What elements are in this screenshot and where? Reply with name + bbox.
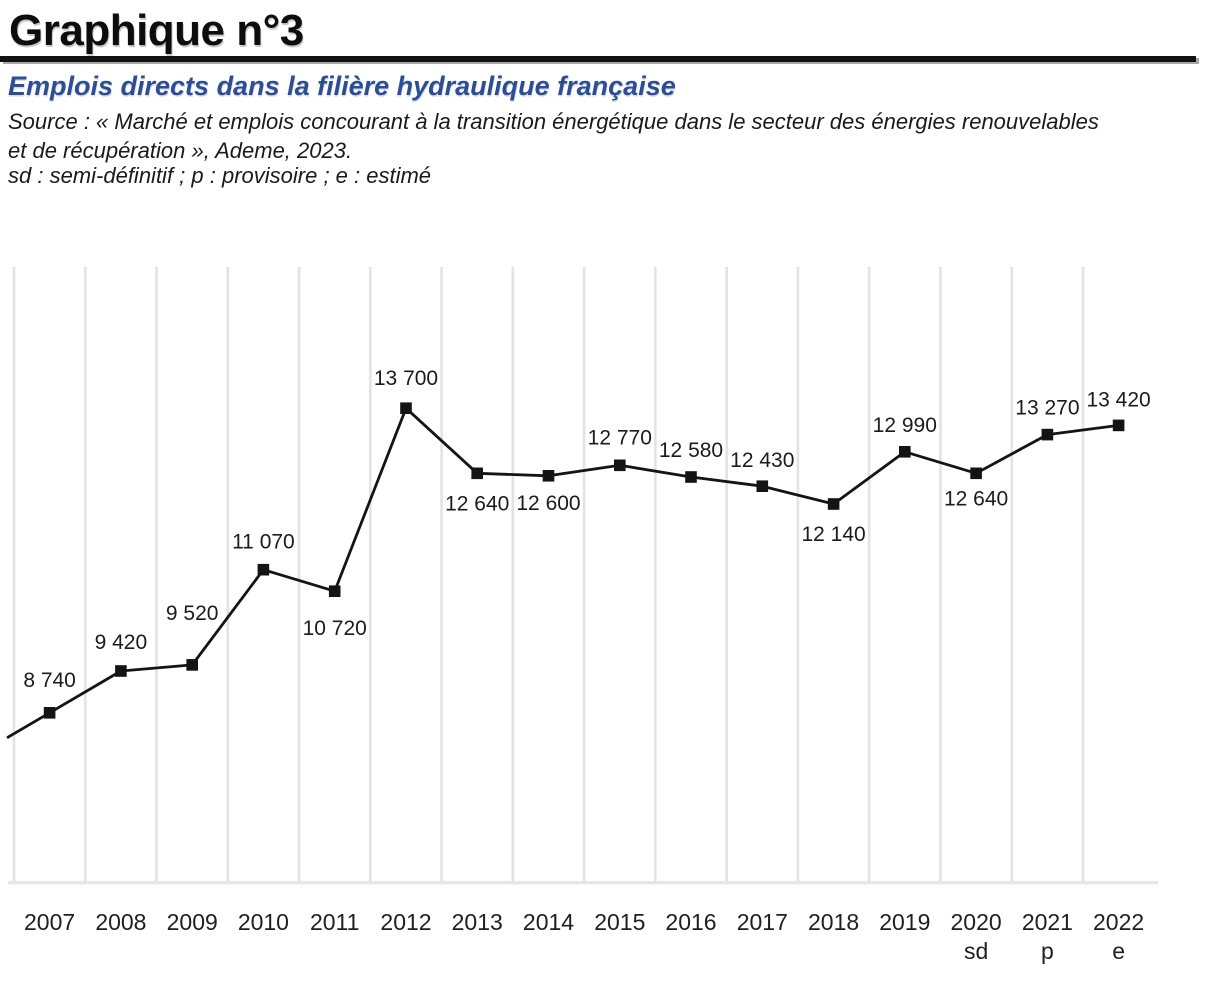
- value-label-2010: 11 070: [232, 531, 295, 554]
- data-point-2021: [1041, 428, 1054, 441]
- x-tick-2021: 2021: [1022, 909, 1073, 935]
- data-point-2015: [614, 459, 626, 472]
- value-label-2007: 8 740: [23, 669, 76, 692]
- x-tick-2009: 2009: [167, 909, 218, 935]
- title-underline: [0, 56, 1196, 62]
- value-label-2011: 10 720: [303, 617, 367, 640]
- x-tick-2010: 2010: [238, 909, 289, 935]
- data-point-2020: [970, 467, 982, 480]
- data-point-2019: [899, 446, 911, 458]
- data-point-2014: [542, 470, 555, 482]
- data-point-2010: [257, 563, 270, 576]
- value-label-2020: 12 640: [944, 487, 1008, 510]
- value-label-2013: 12 640: [445, 492, 509, 515]
- value-label-2009: 9 520: [166, 602, 219, 625]
- value-label-2016: 12 580: [659, 439, 723, 462]
- data-point-2012: [400, 402, 412, 414]
- x-tick-2017: 2017: [737, 909, 788, 935]
- data-point-2009: [186, 659, 198, 671]
- x-tick-2020: 2020: [951, 909, 1002, 935]
- page-title: Graphique n°3: [9, 6, 304, 55]
- series-line: [6, 406, 1120, 739]
- value-label-2019: 12 990: [873, 414, 937, 437]
- x-tick-suffix-2021: p: [1041, 938, 1054, 964]
- data-point-2011: [328, 585, 341, 597]
- x-tick-2008: 2008: [95, 909, 146, 935]
- x-tick-2022: 2022: [1093, 909, 1144, 935]
- data-point-2018: [827, 498, 840, 510]
- x-tick-2015: 2015: [594, 909, 645, 935]
- x-tick-2014: 2014: [523, 909, 574, 935]
- x-tick-2013: 2013: [452, 909, 503, 935]
- data-point-2007: [43, 707, 56, 719]
- x-tick-2007: 2007: [24, 909, 75, 935]
- value-label-2018: 12 140: [801, 523, 865, 546]
- x-tick-suffix-2020: sd: [964, 938, 988, 964]
- source-note-line1: Source : « Marché et emplois concourant …: [8, 109, 1099, 134]
- x-tick-2012: 2012: [380, 909, 431, 935]
- x-tick-suffix-2022: e: [1112, 938, 1125, 964]
- value-label-2017: 12 430: [730, 449, 794, 472]
- value-label-2008: 9 420: [95, 631, 148, 654]
- data-point-2017: [756, 480, 769, 492]
- value-label-2022: 13 420: [1086, 388, 1150, 411]
- x-tick-2011: 2011: [310, 909, 359, 935]
- data-point-2016: [685, 471, 697, 483]
- value-label-2021: 13 270: [1015, 397, 1079, 420]
- chart-subtitle: Emplois directs dans la filière hydrauli…: [8, 71, 676, 101]
- x-tick-2018: 2018: [808, 909, 859, 935]
- x-tick-2016: 2016: [665, 909, 716, 935]
- data-point-2013: [471, 467, 483, 480]
- data-point-2008: [115, 665, 127, 677]
- source-note-line2: et de récupération », Ademe, 2023.: [8, 138, 353, 163]
- value-label-2012: 13 700: [374, 367, 438, 390]
- data-point-2022: [1112, 419, 1125, 432]
- abbreviation-note: sd : semi-définitif ; p : provisoire ; e…: [8, 163, 432, 188]
- x-tick-2019: 2019: [879, 909, 930, 935]
- value-label-2014: 12 600: [516, 492, 580, 515]
- value-label-2015: 12 770: [588, 426, 652, 449]
- source-note: Source : « Marché et emplois concourant …: [8, 107, 1099, 165]
